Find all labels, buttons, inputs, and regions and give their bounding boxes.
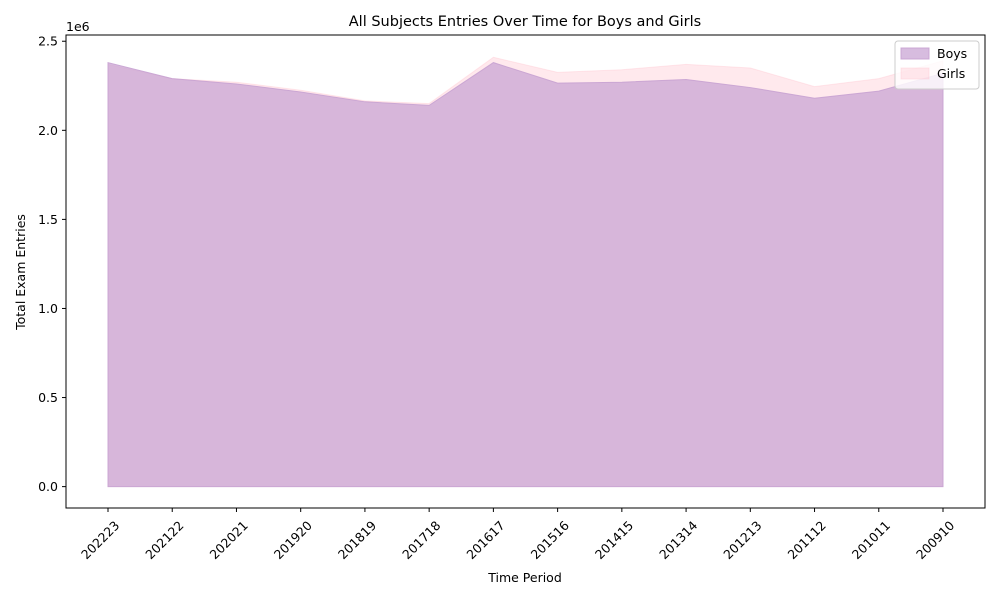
data-point-girls-201516 (556, 71, 558, 73)
data-point-girls-201617 (492, 56, 494, 58)
data-point-girls-201415 (621, 69, 623, 71)
data-point-boys-201617 (492, 61, 494, 63)
x-tick-label: 201314 (656, 518, 700, 562)
data-point-boys-201011 (878, 90, 880, 92)
legend: Boys Girls (894, 40, 980, 90)
x-tick-label: 200910 (913, 518, 957, 562)
data-point-boys-201516 (556, 82, 558, 84)
x-tick-label: 201819 (335, 518, 379, 562)
y-tick-label: 2.5 (38, 34, 58, 49)
data-point-boys-201920 (299, 91, 301, 93)
area-series-boys (107, 61, 944, 488)
plot-frame (65, 34, 986, 509)
legend-swatch-girls (900, 67, 930, 80)
x-axis: 202223 202122 202021 201920 201819 201718 2016… (78, 508, 957, 562)
data-point-girls-201314 (685, 63, 687, 65)
data-point-boys-202122 (171, 77, 173, 79)
y-tick-label: 1.0 (38, 301, 58, 316)
x-tick-label: 201415 (592, 518, 636, 562)
chart-title: All Subjects Entries Over Time for Boys … (349, 14, 701, 30)
plot-area (107, 56, 944, 488)
y-axis-offset-label: 1e6 (66, 19, 90, 34)
data-point-boys-201718 (428, 104, 430, 106)
y-tick-label: 1.5 (38, 212, 58, 227)
legend-swatch-boys (900, 47, 930, 60)
y-tick-label: 2.0 (38, 123, 58, 138)
legend-label-girls: Girls (937, 66, 965, 81)
data-point-boys-201213 (749, 86, 751, 88)
x-tick-label: 201516 (528, 518, 572, 562)
data-point-boys-201112 (813, 97, 815, 99)
data-point-boys-201415 (621, 81, 623, 83)
x-tick-label: 201617 (463, 518, 507, 562)
x-tick-label: 201112 (785, 518, 829, 562)
y-tick-label: 0.0 (38, 479, 58, 494)
y-tick-label: 0.5 (38, 390, 58, 405)
x-axis-label: Time Period (487, 570, 562, 585)
data-point-boys-202021 (235, 83, 237, 85)
x-tick-label: 202122 (142, 518, 186, 562)
data-point-boys-202223 (107, 61, 109, 63)
x-tick-label: 201011 (849, 518, 893, 562)
x-tick-label: 202223 (78, 518, 122, 562)
data-point-boys-201314 (685, 78, 687, 80)
x-tick-label: 201718 (399, 518, 443, 562)
y-axis: 0.0 0.5 1.0 1.5 2.0 2.5 (38, 34, 66, 494)
x-tick-label: 202021 (206, 518, 250, 562)
y-axis-label: Total Exam Entries (13, 214, 28, 331)
legend-label-boys: Boys (937, 46, 967, 61)
x-tick-label: 201213 (720, 518, 764, 562)
data-point-girls-201213 (749, 67, 751, 69)
x-tick-label: 201920 (271, 518, 315, 562)
data-point-girls-201011 (878, 77, 880, 79)
data-point-boys-201819 (364, 101, 366, 103)
data-point-girls-201112 (813, 85, 815, 87)
